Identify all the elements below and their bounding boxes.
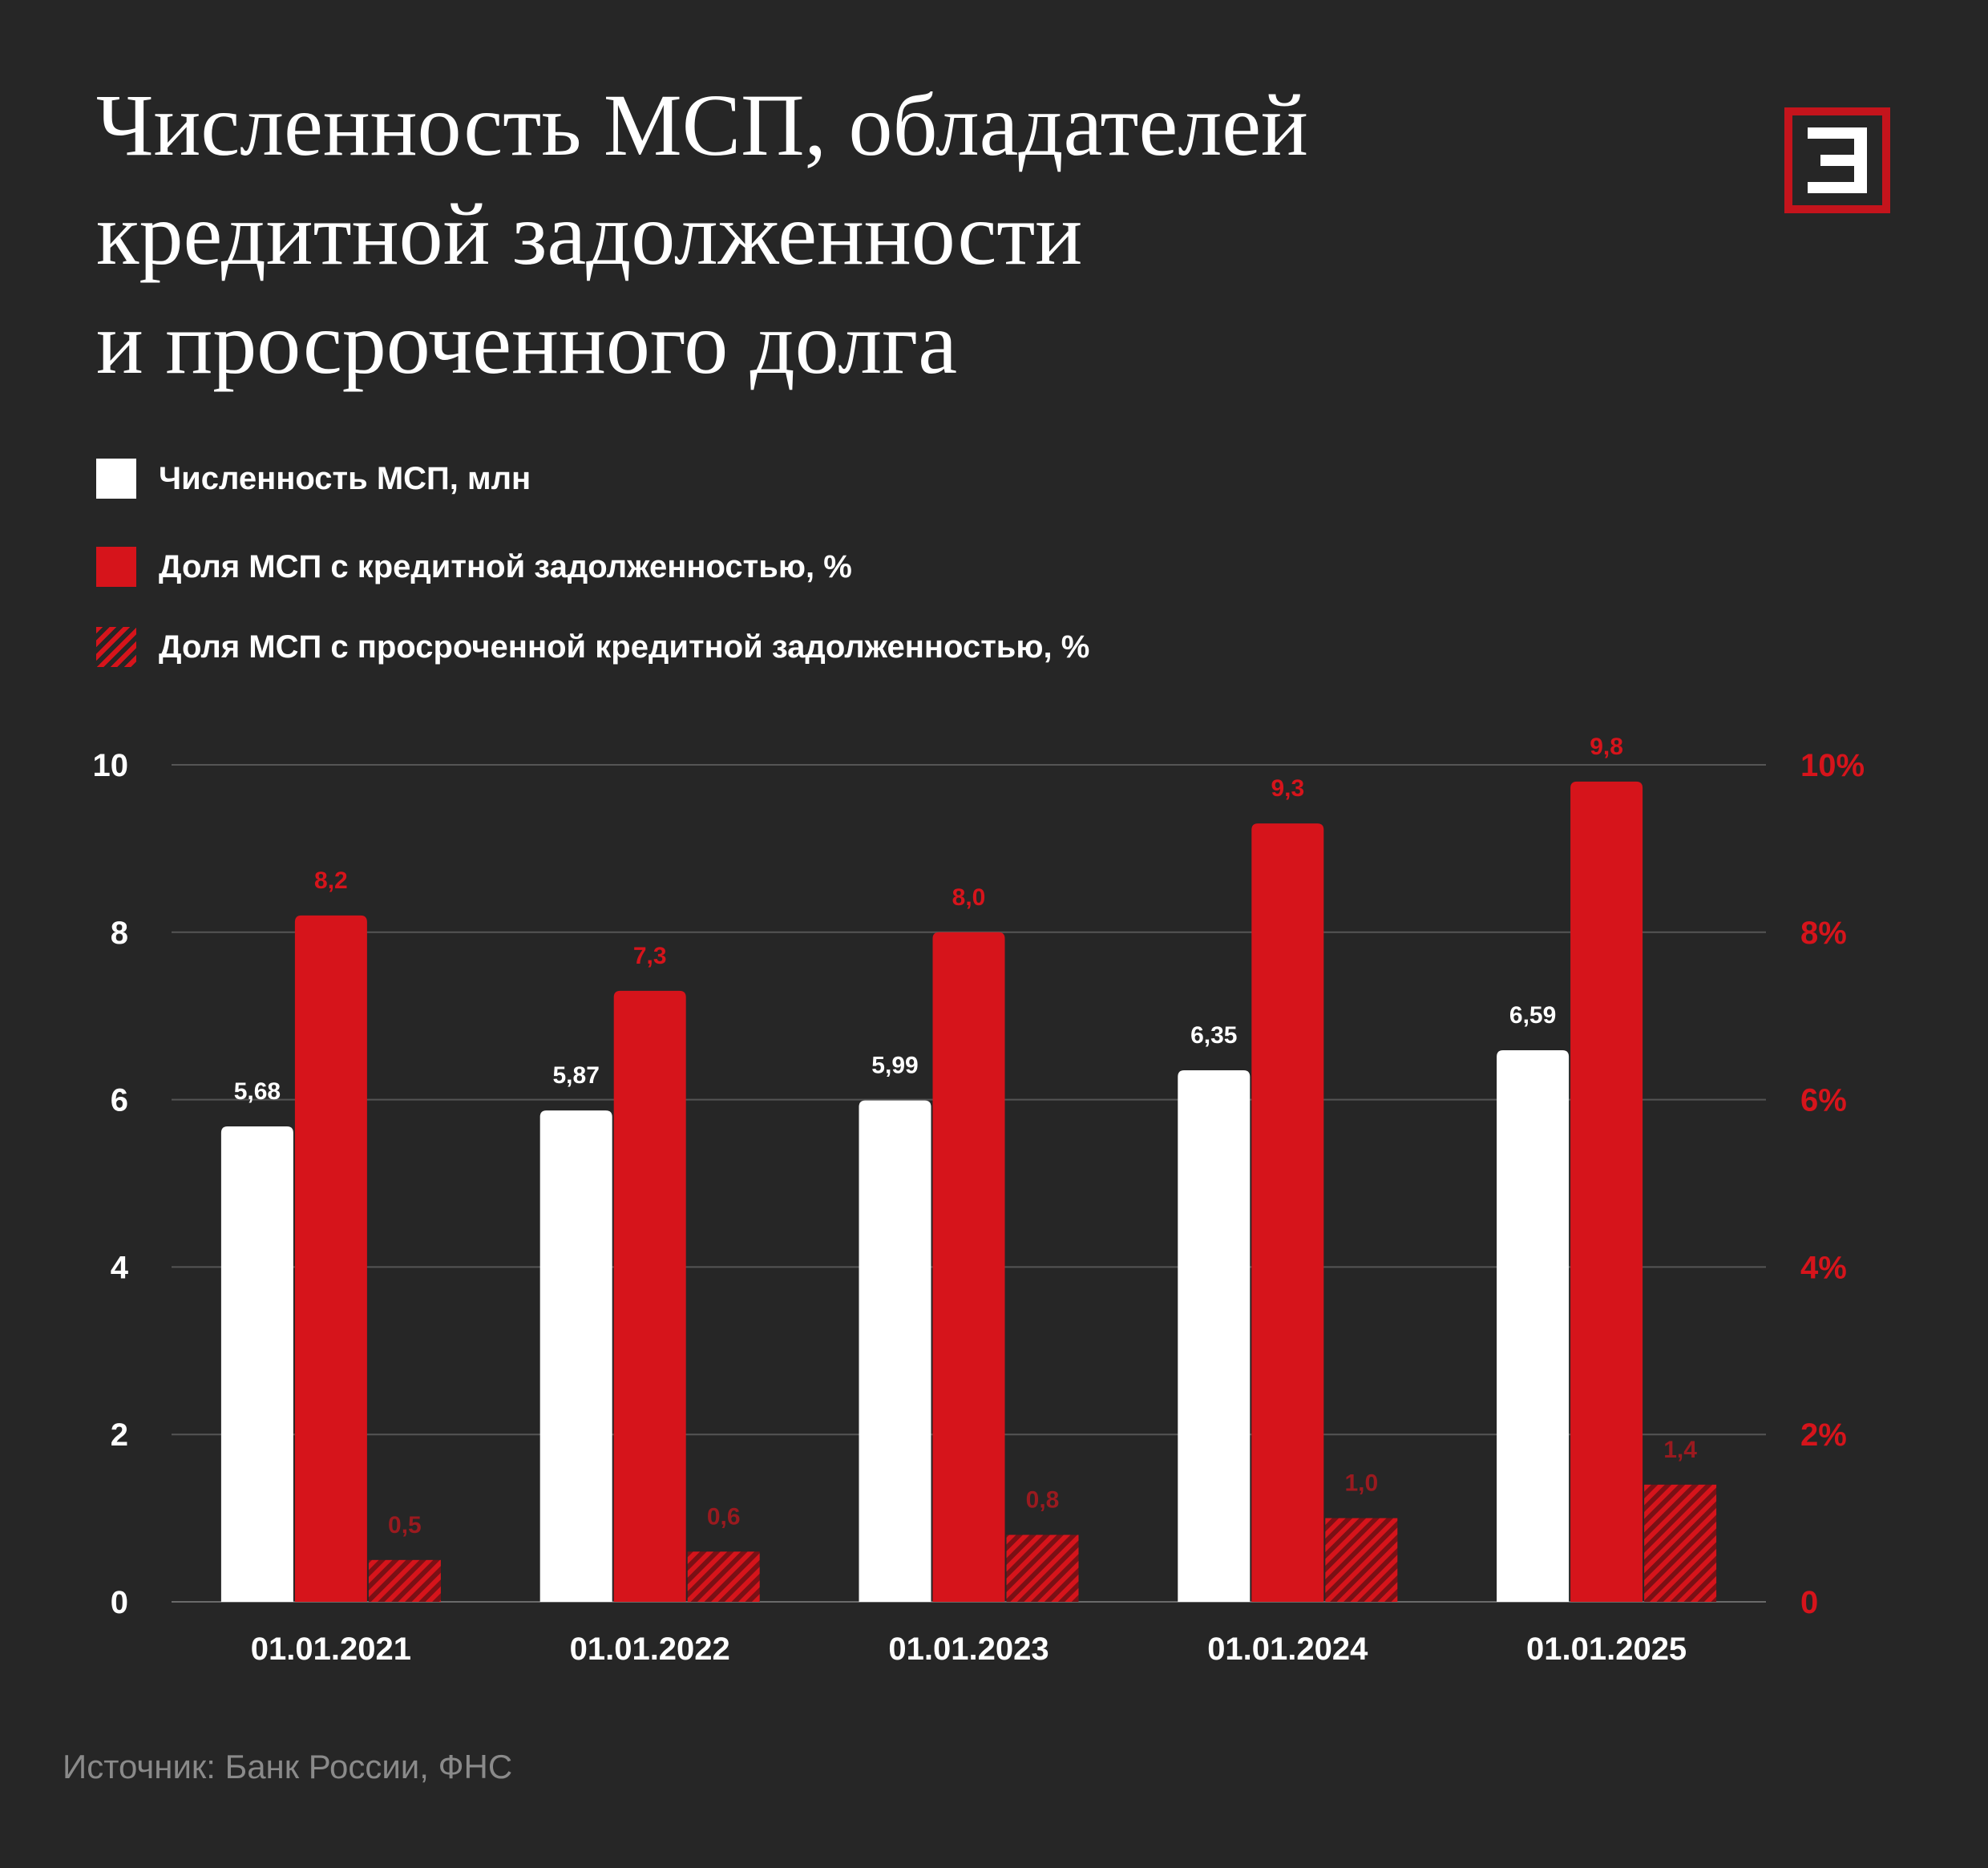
y-left-tick-label: 10 [93,748,129,783]
bar-credit-share [1251,823,1324,1602]
bar-credit-share [613,990,686,1602]
bar-overdue-share [1006,1534,1079,1602]
bar-value-label: 0,8 [1026,1486,1060,1513]
legend-item-credit-share: Доля МСП с кредитной задолженностью, % [96,547,852,587]
legend-swatch-hatched [96,627,136,667]
brand-logo [1784,107,1890,213]
bar-credit-share [1570,781,1643,1602]
bar-value-label: 1,4 [1663,1437,1697,1463]
y-left-tick-label: 6 [111,1083,128,1118]
bar-smb-count [1178,1070,1251,1602]
x-tick-label: 01.01.2024 [1207,1631,1368,1667]
bar-smb-count [859,1100,931,1602]
y-right-tick-label: 2% [1800,1417,1847,1453]
bar-value-label: 7,3 [633,943,667,969]
title-line-3: и просроченного долга [96,294,958,392]
bar-value-label: 8,0 [952,884,986,911]
bar-value-label: 6,35 [1190,1022,1237,1049]
logo-letter-icon [1808,127,1867,193]
bar-value-label: 5,68 [234,1078,281,1105]
y-left-tick-label: 2 [111,1417,128,1453]
bar-smb-count [539,1110,612,1602]
bar-value-label: 5,87 [553,1062,600,1089]
bar-smb-count [1497,1050,1570,1602]
bar-value-label: 0,6 [707,1503,741,1530]
x-tick-label: 01.01.2025 [1526,1631,1687,1667]
bar-value-label: 8,2 [314,867,348,894]
legend-label: Доля МСП с просроченной кредитной задолж… [159,629,1090,665]
bar-credit-share [294,915,367,1602]
bar-credit-share [932,932,1005,1602]
legend-item-smb-count: Численность МСП, млн [96,459,531,499]
legend-item-overdue-share: Доля МСП с просроченной кредитной задолж… [96,627,1089,667]
title-line-2: кредитной задолженности [96,185,1083,283]
bar-value-label: 5,99 [871,1053,918,1079]
bar-overdue-share [1644,1484,1717,1602]
bar-smb-count [220,1126,293,1602]
bar-value-label: 0,5 [388,1512,422,1538]
y-right-tick-label: 6% [1800,1083,1847,1118]
legend-label: Доля МСП с кредитной задолженностью, % [159,548,852,584]
legend-swatch-red [96,547,136,587]
x-tick-label: 01.01.2023 [888,1631,1049,1667]
legend-swatch-white [96,459,136,499]
title-line-1: Численность МСП, обладателей [96,76,1308,174]
legend-label: Численность МСП, млн [159,460,531,496]
bar-value-label: 6,59 [1509,1002,1556,1029]
bar-value-label: 1,0 [1344,1470,1378,1497]
y-right-tick-label: 4% [1800,1250,1847,1285]
y-right-tick-label: 10% [1800,748,1865,783]
y-left-tick-label: 8 [111,916,128,951]
bar-overdue-share [368,1559,441,1602]
y-right-tick-label: 8% [1800,916,1847,951]
source-note: Источник: Банк России, ФНС [63,1748,513,1785]
bar-value-label: 9,3 [1271,775,1304,802]
y-left-tick-label: 0 [111,1585,128,1620]
y-left-tick-label: 4 [111,1250,129,1285]
bar-overdue-share [687,1551,760,1602]
y-right-tick-label: 0 [1800,1585,1818,1620]
chart-title: Численность МСП, обладателей кредитной з… [96,71,1619,398]
bar-overdue-share [1325,1518,1398,1602]
x-tick-label: 01.01.2022 [570,1631,730,1667]
x-tick-label: 01.01.2021 [251,1631,411,1667]
bar-value-label: 9,8 [1590,734,1623,760]
